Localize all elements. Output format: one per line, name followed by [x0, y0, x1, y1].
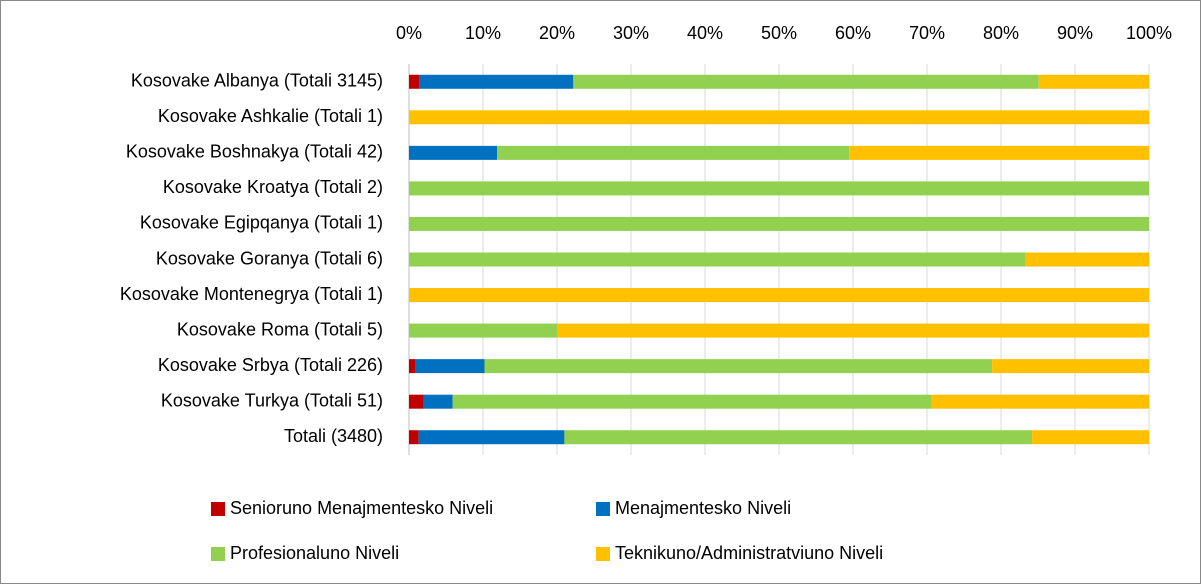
x-tick-label: 50%: [761, 23, 797, 43]
bar-segment: [409, 110, 1149, 125]
x-tick-label: 30%: [613, 23, 649, 43]
bar-segment: [409, 288, 1149, 303]
x-tick-label: 0%: [396, 23, 422, 43]
bar-segment: [1025, 252, 1149, 267]
bar-segment: [1032, 430, 1149, 445]
bar-segment: [849, 145, 1149, 160]
bar-segment: [1038, 74, 1149, 89]
bar-segment: [409, 323, 557, 338]
legend-swatch: [211, 502, 225, 516]
y-tick-label: Kosovake Montenegrya (Totali 1): [120, 284, 383, 304]
bar-segment: [564, 430, 1033, 445]
y-tick-label: Kosovake Roma (Totali 5): [177, 319, 383, 339]
x-tick-label: 20%: [539, 23, 575, 43]
x-tick-label: 10%: [465, 23, 501, 43]
bar-segment: [992, 359, 1149, 374]
y-tick-label: Kosovake Turkya (Totali 51): [161, 390, 383, 410]
bar-segment: [419, 74, 574, 89]
y-tick-label: Kosovake Srbya (Totali 226): [158, 355, 383, 375]
bar-segment: [409, 145, 498, 160]
bar-segment: [409, 181, 1149, 196]
y-tick-label: Kosovake Egipqanya (Totali 1): [140, 213, 383, 233]
bar-segment: [415, 359, 485, 374]
y-tick-label: Totali (3480): [284, 426, 383, 446]
y-tick-label: Kosovake Kroatya (Totali 2): [163, 177, 383, 197]
x-tick-label: 80%: [983, 23, 1019, 43]
x-tick-label: 90%: [1057, 23, 1093, 43]
x-tick-label: 100%: [1126, 23, 1172, 43]
legend-label: Profesionaluno Niveli: [230, 543, 399, 563]
legend-swatch: [211, 547, 225, 561]
bar-segment: [452, 394, 932, 409]
legend-label: Teknikuno/Administratviuno Niveli: [615, 543, 883, 563]
x-tick-label: 40%: [687, 23, 723, 43]
bar-segment: [573, 74, 1039, 89]
legend-swatch: [596, 547, 610, 561]
y-tick-label: Kosovake Ashkalie (Totali 1): [158, 106, 383, 126]
bar-segment: [557, 323, 1149, 338]
legend-swatch: [596, 502, 610, 516]
y-tick-label: Kosovake Goranya (Totali 6): [156, 248, 383, 268]
x-tick-label: 60%: [835, 23, 871, 43]
y-tick-label: Kosovake Boshnakya (Totali 42): [126, 142, 383, 162]
x-tick-label: 70%: [909, 23, 945, 43]
bar-segment: [423, 394, 453, 409]
y-tick-label: Kosovake Albanya (Totali 3145): [131, 71, 383, 91]
bar-segment: [497, 145, 850, 160]
bar-segment: [409, 252, 1026, 267]
bar-segment: [484, 359, 993, 374]
bar-segment: [409, 216, 1149, 231]
bar-segment: [409, 359, 416, 374]
bar-segment: [418, 430, 565, 445]
bar-segment: [409, 430, 419, 445]
legend-label: Menajmentesko Niveli: [615, 498, 791, 518]
bar-segment: [931, 394, 1149, 409]
legend-label: Senioruno Menajmentesko Niveli: [230, 498, 493, 518]
bar-segment: [409, 394, 424, 409]
bar-segment: [409, 74, 420, 89]
